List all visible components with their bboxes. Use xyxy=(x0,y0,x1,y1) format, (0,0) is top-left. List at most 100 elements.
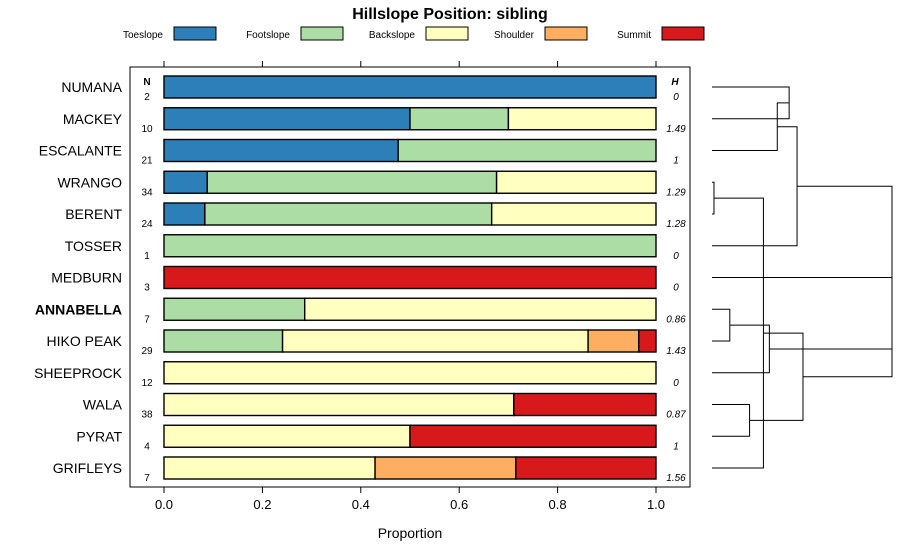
bar-segment-mackey-toeslope xyxy=(163,107,411,131)
row-n-numana: 2 xyxy=(144,92,150,103)
row-label-tosser: TOSSER xyxy=(65,238,122,254)
dendrogram-link xyxy=(712,126,798,247)
bar-segment-hiko-peak-summit xyxy=(638,329,657,353)
x-tick-label: 0.8 xyxy=(549,497,567,512)
bar-segment-pyrat-backslope xyxy=(163,424,411,448)
row-h-pyrat: 1 xyxy=(673,441,679,452)
bar-segment-escalante-footslope xyxy=(397,138,657,163)
legend-label-footslope: Footslope xyxy=(246,30,290,41)
bar-segment-wala-summit xyxy=(513,392,657,417)
bar-segment-hiko-peak-backslope xyxy=(281,329,589,353)
row-n-annabella: 7 xyxy=(144,314,150,325)
bar-segment-wala-backslope xyxy=(163,392,515,417)
bar-segment-numana-toeslope xyxy=(163,75,657,99)
row-h-medburn: 0 xyxy=(673,283,679,294)
bar-segment-berent-backslope xyxy=(490,202,657,226)
dendrogram-link xyxy=(797,185,893,378)
row-label-numana: NUMANA xyxy=(61,79,122,95)
row-label-hiko-peak: HIKO PEAK xyxy=(47,333,123,349)
row-h-hiko-peak: 1.43 xyxy=(666,346,686,357)
row-h-wrango: 1.29 xyxy=(666,187,686,198)
dendrogram-link xyxy=(712,197,764,469)
top-ticks xyxy=(163,61,657,67)
row-n-wrango: 34 xyxy=(141,187,153,198)
dendrogram-link xyxy=(712,324,770,374)
dendrogram-link xyxy=(749,332,804,421)
legend-swatch-shoulder xyxy=(544,26,588,41)
dendrogram-link xyxy=(712,308,731,342)
bar-segment-wrango-backslope xyxy=(495,170,657,194)
row-h-escalante: 1 xyxy=(673,156,679,167)
bar-segment-hiko-peak-shoulder xyxy=(587,329,640,353)
legend-label-summit: Summit xyxy=(617,30,651,41)
row-h-berent: 1.28 xyxy=(666,219,686,230)
row-h-numana: 0 xyxy=(673,92,679,103)
dendrogram-link xyxy=(712,404,751,437)
row-h-wala: 0.87 xyxy=(666,410,686,421)
row-label-wala: WALA xyxy=(83,397,123,413)
row-h-mackey: 1.49 xyxy=(666,124,686,135)
bar-segment-wrango-toeslope xyxy=(163,170,208,194)
x-tick-label: 0.0 xyxy=(155,497,173,512)
bar-segment-medburn-summit xyxy=(163,265,657,290)
row-n-grifleys: 7 xyxy=(144,473,150,484)
n-header: N xyxy=(143,77,150,88)
row-h-sheeprock: 0 xyxy=(673,378,679,389)
bar-segment-mackey-footslope xyxy=(409,107,510,131)
x-axis-label: Proportion xyxy=(378,525,443,541)
row-n-wala: 38 xyxy=(141,410,153,421)
bar-segment-grifleys-backslope xyxy=(163,456,376,480)
row-label-sheeprock: SHEEPROCK xyxy=(34,365,123,381)
x-axis: 0.0 0.2 0.4 0.6 0.8 1.0 xyxy=(155,487,665,512)
bar-segment-wrango-footslope xyxy=(206,170,498,194)
row-h-grifleys: 1.56 xyxy=(666,473,686,484)
bar-segment-mackey-backslope xyxy=(507,107,657,131)
bar-segment-hiko-peak-footslope xyxy=(163,329,284,353)
row-label-annabella: ANNABELLA xyxy=(35,301,122,317)
row-label-escalante: ESCALANTE xyxy=(39,143,122,159)
row-h-tosser: 0 xyxy=(673,251,679,262)
legend-label-shoulder: Shoulder xyxy=(494,30,535,41)
row-label-berent: BERENT xyxy=(65,206,122,222)
row-h-annabella: 0.86 xyxy=(666,314,686,325)
row-label-wrango: WRANGO xyxy=(57,174,122,190)
h-header: H xyxy=(671,77,679,88)
row-label-medburn: MEDBURN xyxy=(51,270,122,286)
legend-swatch-summit xyxy=(661,26,705,41)
legend: Toeslope Footslope Backslope Shoulder Summit xyxy=(123,26,705,41)
bar-segment-escalante-toeslope xyxy=(163,138,399,163)
legend-label-backslope: Backslope xyxy=(369,30,416,41)
dendrogram xyxy=(712,86,893,469)
row-label-grifleys: GRIFLEYS xyxy=(53,460,122,476)
row-n-sheeprock: 12 xyxy=(141,378,153,389)
row-n-medburn: 3 xyxy=(144,283,150,294)
row-label-pyrat: PYRAT xyxy=(76,428,122,444)
dendrogram-link xyxy=(712,181,715,215)
dendrogram-link xyxy=(712,277,893,350)
legend-swatch-backslope xyxy=(425,26,469,41)
bar-segment-pyrat-summit xyxy=(409,424,657,448)
bar-segment-grifleys-shoulder xyxy=(374,456,517,480)
row-n-pyrat: 4 xyxy=(144,441,150,452)
dendrogram-link xyxy=(712,86,790,120)
bar-segment-annabella-backslope xyxy=(304,297,657,321)
legend-swatch-footslope xyxy=(300,26,344,41)
x-tick-label: 0.4 xyxy=(352,497,370,512)
chart-title: Hillslope Position: sibling xyxy=(352,6,548,23)
bar-segment-grifleys-summit xyxy=(515,456,657,480)
bar-segment-annabella-footslope xyxy=(163,297,306,321)
row-n-tosser: 1 xyxy=(144,251,150,262)
row-label-mackey: MACKEY xyxy=(63,111,123,127)
x-tick-label: 1.0 xyxy=(647,497,665,512)
bar-segment-sheeprock-backslope xyxy=(163,361,657,385)
bar-segment-tosser-footslope xyxy=(163,234,657,258)
row-n-escalante: 21 xyxy=(141,156,153,167)
row-n-mackey: 10 xyxy=(141,124,153,135)
plot-frame xyxy=(129,66,691,488)
x-tick-label: 0.6 xyxy=(450,497,468,512)
row-n-hiko-peak: 29 xyxy=(141,346,153,357)
legend-swatch-toeslope xyxy=(173,26,217,41)
legend-label-toeslope: Toeslope xyxy=(123,30,163,41)
